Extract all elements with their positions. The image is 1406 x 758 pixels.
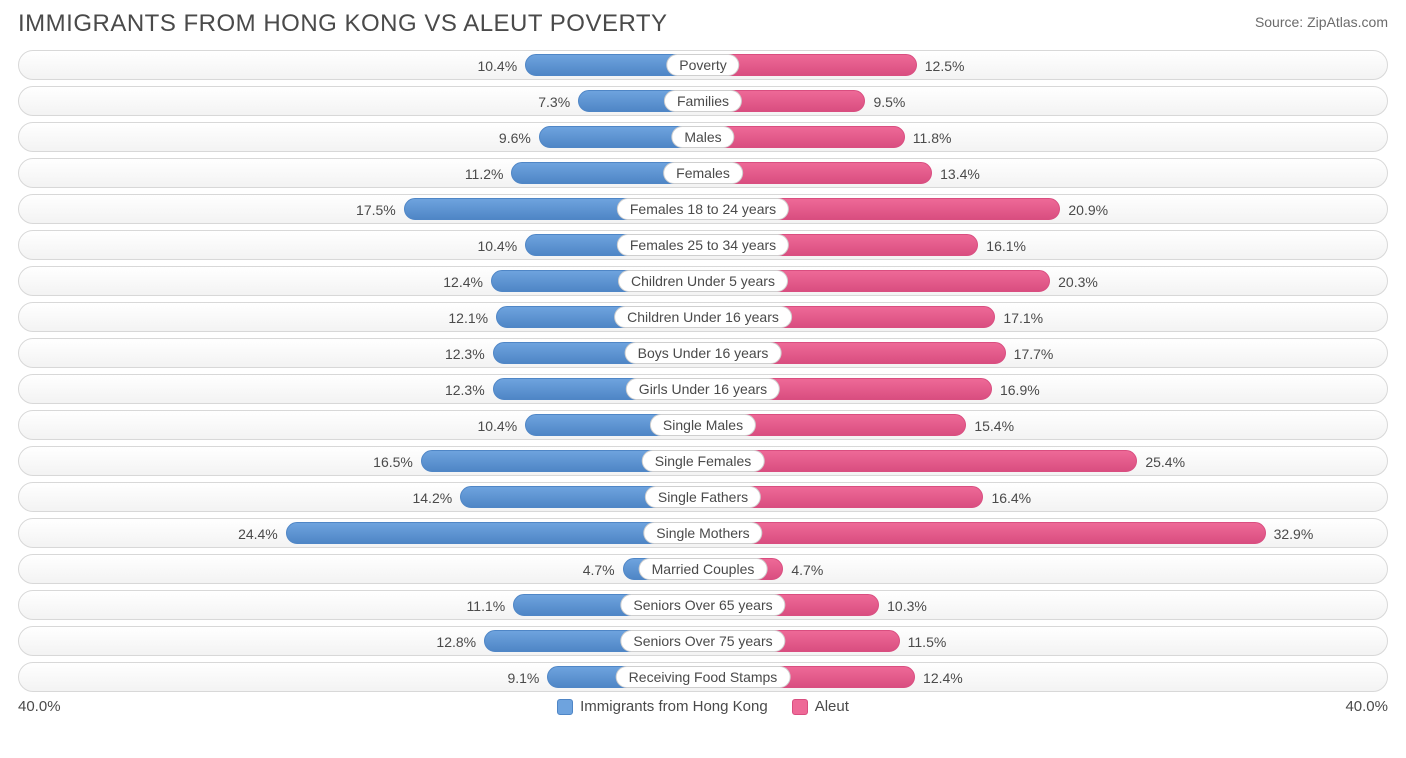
category-label: Females (663, 162, 743, 184)
value-right: 16.9% (1000, 375, 1040, 405)
chart-row: 12.3% 16.9% Girls Under 16 years (18, 374, 1388, 404)
value-left: 10.4% (477, 231, 517, 261)
value-right: 9.5% (873, 87, 905, 117)
value-left: 12.1% (448, 303, 488, 333)
value-left: 16.5% (373, 447, 413, 477)
legend-swatch-left (557, 699, 573, 715)
category-label: Females 25 to 34 years (617, 234, 789, 256)
chart-row: 17.5% 20.9% Females 18 to 24 years (18, 194, 1388, 224)
chart-row: 14.2% 16.4% Single Fathers (18, 482, 1388, 512)
chart-row: 9.1% 12.4% Receiving Food Stamps (18, 662, 1388, 692)
value-left: 9.1% (507, 663, 539, 693)
value-left: 11.2% (465, 159, 504, 189)
value-right: 11.5% (908, 627, 947, 657)
value-right: 20.3% (1058, 267, 1098, 297)
axis-left-label: 40.0% (18, 698, 61, 715)
category-label: Girls Under 16 years (626, 378, 780, 400)
chart-row: 7.3% 9.5% Families (18, 86, 1388, 116)
value-right: 13.4% (940, 159, 980, 189)
bar-right (703, 450, 1137, 472)
chart-row: 4.7% 4.7% Married Couples (18, 554, 1388, 584)
value-right: 12.4% (923, 663, 963, 693)
category-label: Poverty (666, 54, 739, 76)
legend-label-right: Aleut (815, 698, 849, 715)
diverging-bar-chart: 10.4% 12.5% Poverty 7.3% 9.5% Families 9.6% 11.… (18, 50, 1388, 692)
value-left: 9.6% (499, 123, 531, 153)
value-right: 25.4% (1145, 447, 1185, 477)
chart-footer: 40.0% Immigrants from Hong Kong Aleut 40… (18, 698, 1388, 715)
category-label: Seniors Over 65 years (620, 594, 785, 616)
axis-right-label: 40.0% (1345, 698, 1388, 715)
category-label: Single Females (642, 450, 765, 472)
chart-row: 24.4% 32.9% Single Mothers (18, 518, 1388, 548)
category-label: Children Under 5 years (618, 270, 788, 292)
value-right: 17.1% (1003, 303, 1043, 333)
legend-label-left: Immigrants from Hong Kong (580, 698, 768, 715)
value-left: 17.5% (356, 195, 396, 225)
value-left: 12.4% (443, 267, 483, 297)
value-right: 15.4% (974, 411, 1014, 441)
value-left: 4.7% (583, 555, 615, 585)
value-left: 11.1% (467, 591, 506, 621)
chart-header: IMMIGRANTS FROM HONG KONG VS ALEUT POVER… (18, 10, 1388, 38)
category-label: Females 18 to 24 years (617, 198, 789, 220)
value-left: 10.4% (477, 411, 517, 441)
chart-row: 12.3% 17.7% Boys Under 16 years (18, 338, 1388, 368)
chart-row: 10.4% 16.1% Females 25 to 34 years (18, 230, 1388, 260)
chart-row: 10.4% 15.4% Single Males (18, 410, 1388, 440)
value-right: 20.9% (1068, 195, 1108, 225)
value-right: 10.3% (887, 591, 927, 621)
chart-row: 16.5% 25.4% Single Females (18, 446, 1388, 476)
value-right: 12.5% (925, 51, 965, 81)
category-label: Single Males (650, 414, 756, 436)
legend-item-left: Immigrants from Hong Kong (557, 698, 768, 715)
value-left: 12.3% (445, 339, 485, 369)
value-left: 24.4% (238, 519, 278, 549)
chart-row: 11.1% 10.3% Seniors Over 65 years (18, 590, 1388, 620)
value-right: 17.7% (1014, 339, 1054, 369)
value-left: 10.4% (477, 51, 517, 81)
category-label: Married Couples (639, 558, 768, 580)
value-right: 11.8% (913, 123, 952, 153)
value-left: 12.8% (436, 627, 476, 657)
chart-title: IMMIGRANTS FROM HONG KONG VS ALEUT POVER… (18, 10, 668, 38)
category-label: Boys Under 16 years (625, 342, 782, 364)
chart-row: 10.4% 12.5% Poverty (18, 50, 1388, 80)
category-label: Single Mothers (643, 522, 762, 544)
value-left: 12.3% (445, 375, 485, 405)
bar-left (286, 522, 703, 544)
value-right: 16.4% (991, 483, 1031, 513)
chart-source: Source: ZipAtlas.com (1255, 14, 1388, 30)
category-label: Seniors Over 75 years (620, 630, 785, 652)
category-label: Receiving Food Stamps (616, 666, 791, 688)
chart-row: 12.4% 20.3% Children Under 5 years (18, 266, 1388, 296)
legend-item-right: Aleut (792, 698, 849, 715)
category-label: Children Under 16 years (614, 306, 792, 328)
chart-row: 9.6% 11.8% Males (18, 122, 1388, 152)
category-label: Single Fathers (645, 486, 761, 508)
chart-row: 12.1% 17.1% Children Under 16 years (18, 302, 1388, 332)
category-label: Families (664, 90, 742, 112)
chart-row: 12.8% 11.5% Seniors Over 75 years (18, 626, 1388, 656)
value-right: 4.7% (791, 555, 823, 585)
legend-swatch-right (792, 699, 808, 715)
bar-right (703, 522, 1266, 544)
value-left: 14.2% (412, 483, 452, 513)
chart-row: 11.2% 13.4% Females (18, 158, 1388, 188)
value-right: 32.9% (1274, 519, 1314, 549)
value-right: 16.1% (986, 231, 1026, 261)
value-left: 7.3% (538, 87, 570, 117)
category-label: Males (671, 126, 734, 148)
legend: Immigrants from Hong Kong Aleut (557, 698, 849, 715)
